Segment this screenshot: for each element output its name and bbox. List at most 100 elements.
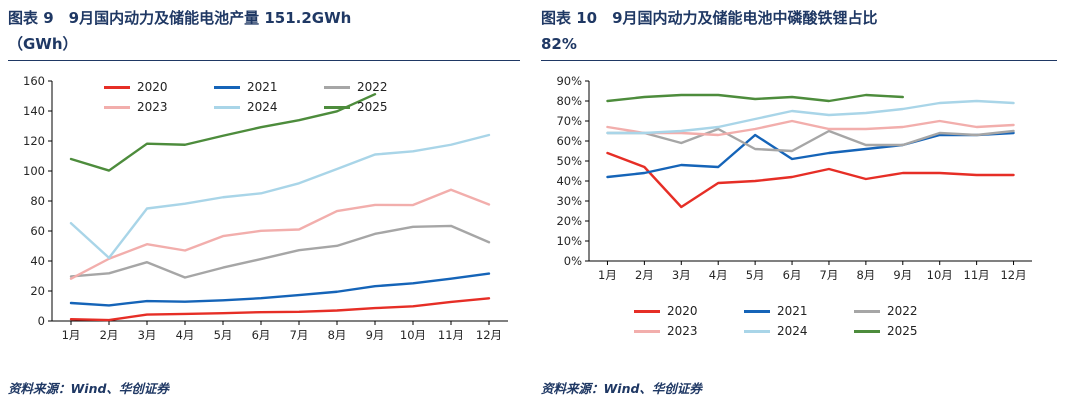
y-tick-label: 120 xyxy=(23,134,45,148)
series-line-2020 xyxy=(69,297,491,322)
legend-line-marker xyxy=(743,309,770,313)
legend-item-2022: 2022 xyxy=(323,80,434,94)
legend-label: 2021 xyxy=(246,80,278,94)
series-line-2025 xyxy=(606,93,904,103)
legend-item-2020: 2020 xyxy=(634,304,744,318)
figure-9-plot-area: 0 20 40 60 80 100 120 140 160 1月 2月 3月 4月 5月 6月 7月 8月 9月 1… xyxy=(8,73,520,355)
y-tick-label: 60 xyxy=(30,224,45,238)
y-tick-label: 60% xyxy=(556,134,582,148)
legend-line-marker xyxy=(743,329,770,333)
x-tick-label: 10月 xyxy=(400,328,426,342)
chart-svg: 0% 10% 20% 30% 40% 50% 60% 70% 80% 90% 1月 2月 3月 4月 5月 6… xyxy=(556,74,1032,282)
x-tick-label: 6月 xyxy=(252,328,271,342)
x-tick-label: 3月 xyxy=(138,328,157,342)
legend-item-2024: 2024 xyxy=(213,100,324,114)
legend-line-marker xyxy=(323,85,350,89)
series-line-2022 xyxy=(69,224,491,279)
series-line-2024 xyxy=(69,133,491,260)
x-tick-label: 11月 xyxy=(438,328,464,342)
x-tick-label: 11月 xyxy=(964,268,990,282)
x-tick-label: 5月 xyxy=(746,268,765,282)
figure-10-legend: 2020 2021 2022 2023 2024 2025 xyxy=(634,301,964,341)
y-tick-label: 70% xyxy=(556,114,582,128)
x-tick-label: 7月 xyxy=(820,268,839,282)
x-tick-label: 7月 xyxy=(290,328,309,342)
figure-10-title: 图表 10 9月国内动力及储能电池中磷酸铁锂占比 82% xyxy=(541,6,1057,61)
x-tick-label: 9月 xyxy=(366,328,385,342)
x-tick-label: 12月 xyxy=(1000,268,1026,282)
legend-label: 2020 xyxy=(137,80,168,94)
x-tick-label: 5月 xyxy=(214,328,233,342)
legend-label: 2023 xyxy=(667,324,698,338)
figure-10-panel: 图表 10 9月国内动力及储能电池中磷酸铁锂占比 82% 0% 10% 20% 30%… xyxy=(541,6,1057,406)
legend-label: 2020 xyxy=(667,304,698,318)
figure-9-panel: 图表 9 9月国内动力及储能电池产量 151.2GWh （GWh） 0 20 40 6… xyxy=(8,6,520,406)
figure-10-source: 资料来源：Wind、华创证券 xyxy=(541,381,702,396)
x-tick-label: 1月 xyxy=(62,328,81,342)
legend-item-2024: 2024 xyxy=(743,324,854,338)
series-line-2023 xyxy=(606,119,1015,137)
y-tick-label: 10% xyxy=(556,234,582,248)
y-tick-label: 20% xyxy=(556,214,582,228)
legend-line-marker xyxy=(634,309,660,313)
legend-item-2021: 2021 xyxy=(213,80,324,94)
legend-line-marker xyxy=(853,309,880,313)
legend-line-marker xyxy=(213,105,240,109)
y-tick-label: 50% xyxy=(556,154,582,168)
legend-label: 2022 xyxy=(356,80,388,94)
figure-10-chart: 0% 10% 20% 30% 40% 50% 60% 70% 80% 90% 1月 2月 3月 4月 5月 6… xyxy=(541,73,1057,341)
series-line-2023 xyxy=(69,188,491,280)
x-tick-label: 2月 xyxy=(635,268,654,282)
x-tick-label: 3月 xyxy=(672,268,691,282)
legend-item-2023: 2023 xyxy=(634,324,744,338)
legend-item-2025: 2025 xyxy=(323,100,434,114)
x-tick-label: 10月 xyxy=(927,268,953,282)
legend-item-2023: 2023 xyxy=(104,100,214,114)
legend-label: 2021 xyxy=(776,304,808,318)
legend-item-2020: 2020 xyxy=(104,80,214,94)
series-line-2024 xyxy=(606,99,1015,135)
legend-line-marker xyxy=(323,105,350,109)
legend-line-marker xyxy=(213,85,240,89)
x-tick-label: 4月 xyxy=(709,268,728,282)
figure-9-source: 资料来源：Wind、华创证券 xyxy=(8,381,169,396)
legend-label: 2022 xyxy=(886,304,918,318)
series-line-2021 xyxy=(69,272,491,307)
legend-item-2022: 2022 xyxy=(853,304,964,318)
legend-label: 2024 xyxy=(246,100,278,114)
y-tick-label: 0 xyxy=(38,314,45,328)
legend-label: 2025 xyxy=(886,324,918,338)
x-tick-label: 2月 xyxy=(100,328,119,342)
series-line-2020 xyxy=(606,151,1015,209)
y-tick-label: 40% xyxy=(556,174,582,188)
x-tick-label: 9月 xyxy=(893,268,912,282)
figure-10-plot-area: 0% 10% 20% 30% 40% 50% 60% 70% 80% 90% 1月 2月 3月 4月 5月 6… xyxy=(541,73,1057,291)
y-tick-label: 0% xyxy=(564,254,582,268)
y-tick-label: 80 xyxy=(30,194,45,208)
legend-line-marker xyxy=(853,329,880,333)
y-tick-label: 20 xyxy=(30,284,45,298)
legend-item-2021: 2021 xyxy=(743,304,854,318)
legend-label: 2023 xyxy=(137,100,168,114)
x-tick-label: 1月 xyxy=(598,268,617,282)
figure-9-title-line2: （GWh） xyxy=(8,34,78,53)
legend-line-marker xyxy=(104,105,130,109)
y-tick-label: 140 xyxy=(23,104,45,118)
legend-label: 2024 xyxy=(776,324,808,338)
figure-9-title: 图表 9 9月国内动力及储能电池产量 151.2GWh （GWh） xyxy=(8,6,520,61)
chart-svg: 0 20 40 60 80 100 120 140 160 1月 2月 3月 4月 5月 6月 7月 8月 9月 1… xyxy=(23,74,508,342)
series-line-2022 xyxy=(606,127,1015,153)
legend-item-2025: 2025 xyxy=(853,324,964,338)
legend-line-marker xyxy=(634,329,660,333)
figure-9-chart: 0 20 40 60 80 100 120 140 160 1月 2月 3月 4月 5月 6月 7月 8月 9月 1… xyxy=(8,73,520,355)
series-line-2025 xyxy=(69,93,377,172)
figure-9-title-line1: 图表 9 9月国内动力及储能电池产量 151.2GWh xyxy=(8,9,352,27)
y-tick-label: 100 xyxy=(23,164,45,178)
figure-10-title-line1: 图表 10 9月国内动力及储能电池中磷酸铁锂占比 xyxy=(541,9,878,27)
figure-9-legend: 2020 2021 2022 2023 2024 2025 xyxy=(104,77,434,117)
y-tick-label: 90% xyxy=(556,74,582,88)
x-tick-label: 8月 xyxy=(328,328,347,342)
y-tick-label: 160 xyxy=(23,74,45,88)
legend-label: 2025 xyxy=(356,100,388,114)
